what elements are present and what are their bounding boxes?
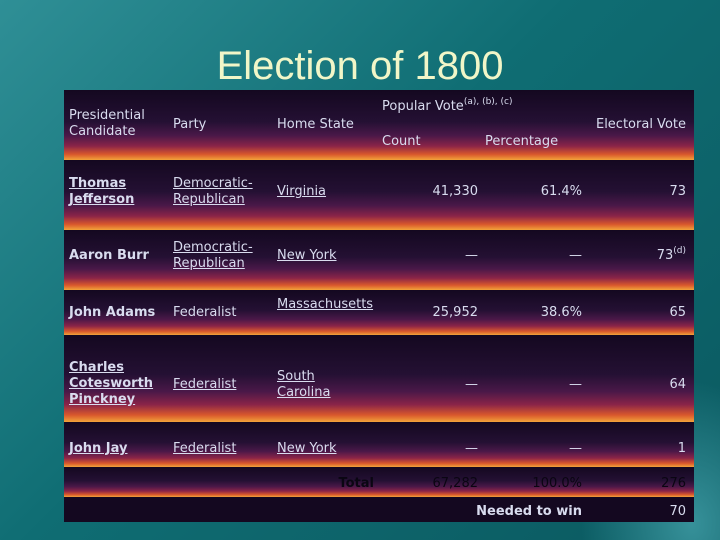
popular-percentage: — [569, 248, 582, 263]
table-row [64, 335, 694, 422]
header-candidate: Presidential Candidate [69, 108, 145, 139]
header-home-state: Home State [277, 117, 354, 132]
popular-count: — [465, 248, 478, 263]
total-count: 67,282 [432, 476, 479, 491]
popular-count: 41,330 [432, 184, 479, 199]
popular-percentage: — [569, 441, 582, 456]
state-link[interactable]: South Carolina [277, 369, 331, 400]
table-row [64, 160, 694, 230]
electoral-count: 73 [584, 184, 686, 200]
table-row [64, 230, 694, 290]
electoral-count: 65 [669, 305, 686, 320]
header-percentage: Percentage [485, 134, 559, 149]
total-percentage: 100.0% [532, 476, 582, 491]
needed-row [64, 497, 694, 522]
header-electoral-vote: Electoral Vote [595, 117, 686, 132]
popular-count: 25,952 [432, 305, 479, 320]
party-link[interactable]: Federalist [173, 377, 237, 392]
popular-percentage: — [569, 377, 582, 392]
header-row [64, 90, 694, 160]
electoral-count: 64 [669, 377, 686, 392]
candidate-name[interactable]: John Adams [69, 305, 156, 320]
candidate-name[interactable]: John Jay [69, 441, 128, 456]
electoral-count: 73(d) [584, 246, 686, 264]
header-count: Count [382, 134, 421, 149]
election-results-table: Presidential Candidate Party Home State … [64, 90, 694, 522]
header-popular-vote: Popular Vote(a), (b), (c) [382, 97, 513, 115]
table-row [64, 422, 694, 467]
electoral-value: 73 [656, 248, 674, 263]
popular-vote-label: Popular Vote [382, 99, 464, 114]
slide-title: Election of 1800 [216, 44, 504, 88]
table-row [64, 290, 694, 335]
popular-vote-notes: (a), (b), (c) [463, 97, 513, 107]
total-electoral: 276 [661, 476, 686, 491]
party-link[interactable]: Democratic-Republican [173, 240, 253, 271]
electoral-note: (d) [673, 246, 686, 256]
state-link[interactable]: Massachusetts [277, 297, 374, 312]
candidate-name[interactable]: Thomas Jefferson [69, 176, 135, 207]
popular-percentage: 38.6% [540, 305, 582, 320]
state-link[interactable]: New York [277, 441, 337, 456]
candidate-name[interactable]: Aaron Burr [69, 248, 149, 263]
party-link[interactable]: Federalist [173, 441, 237, 456]
total-row [64, 467, 694, 497]
candidate-name[interactable]: Charles Cotesworth Pinckney [69, 360, 154, 407]
electoral-value: 73 [669, 184, 686, 199]
popular-count: — [465, 441, 478, 456]
party-link[interactable]: Democratic-Republican [173, 176, 253, 207]
popular-percentage: 61.4% [540, 184, 582, 199]
state-link[interactable]: Virginia [277, 184, 327, 199]
needed-label: Needed to win [476, 504, 582, 519]
popular-count: — [465, 377, 478, 392]
needed-electoral: 70 [669, 504, 686, 519]
state-link[interactable]: New York [277, 248, 337, 263]
party-label: Federalist [173, 305, 237, 320]
header-party: Party [173, 117, 207, 132]
electoral-count: 1 [677, 441, 686, 456]
total-label: Total [338, 476, 374, 491]
